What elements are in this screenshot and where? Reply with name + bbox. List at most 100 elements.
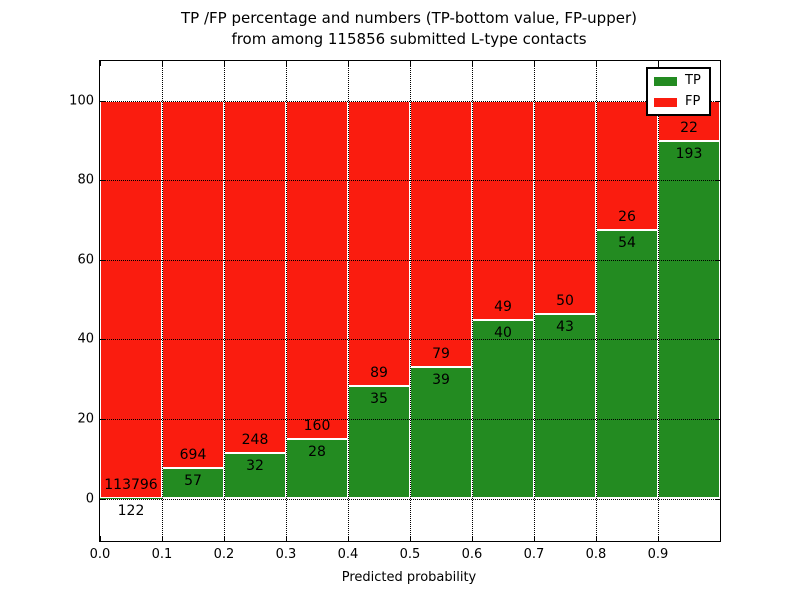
stacked-bar-bin-7: [534, 100, 596, 499]
chart-title: TP /FP percentage and numbers (TP-bottom…: [99, 8, 719, 50]
x-tick-label: 0.0: [89, 547, 111, 562]
y-tick-mark: [715, 100, 720, 102]
y-tick-mark: [100, 259, 105, 261]
legend-label-fp: FP: [685, 94, 701, 109]
tp-count-label: 39: [432, 371, 450, 388]
fp-bar-segment: [286, 100, 348, 440]
y-tick-mark: [715, 180, 720, 182]
x-tick-mark: [410, 536, 411, 541]
x-tick-mark: [224, 61, 225, 66]
y-tick-label: 20: [77, 411, 94, 427]
fp-bar-segment: [224, 100, 286, 453]
y-gridline: [100, 339, 720, 341]
x-tick-mark: [534, 536, 535, 541]
x-gridline: [347, 61, 349, 541]
tp-count-label: 32: [246, 458, 264, 474]
x-tick-mark: [224, 536, 225, 541]
stacked-bar-bin-3: [286, 100, 348, 499]
chart-title-line1: TP /FP percentage and numbers (TP-bottom…: [181, 9, 637, 27]
tp-count-label: 35: [370, 391, 388, 408]
x-tick-label: 0.3: [275, 547, 297, 562]
y-tick-label: 0: [85, 491, 94, 506]
fp-bar-segment: [534, 100, 596, 315]
stacked-bar-bin-4: [348, 100, 410, 499]
x-tick-label: 0.8: [585, 547, 607, 562]
y-tick-mark: [715, 418, 720, 420]
stacked-bar-bin-6: [472, 100, 534, 499]
fp-count-label: 694: [179, 447, 207, 464]
tp-count-label: 28: [308, 444, 326, 461]
x-gridline: [161, 61, 163, 541]
stacked-bar-bin-0: [100, 100, 162, 499]
y-tick-mark: [100, 180, 105, 182]
x-tick-mark: [348, 61, 349, 66]
x-tick-label: 0.2: [213, 547, 235, 562]
fp-bar-segment: [162, 100, 224, 469]
x-gridline: [409, 61, 411, 541]
tp-count-label: 43: [556, 319, 574, 336]
x-tick-mark: [658, 536, 659, 541]
x-tick-mark: [100, 536, 101, 541]
fp-count-label: 89: [370, 365, 388, 382]
x-tick-mark: [596, 536, 597, 541]
y-gridline: [100, 180, 720, 182]
x-gridline: [657, 61, 659, 541]
legend-item-tp: TP: [654, 74, 701, 88]
tp-count-label: 193: [675, 146, 703, 163]
tp-bar-segment: [658, 141, 720, 499]
fp-bar-segment: [348, 100, 410, 387]
tp-count-label: 57: [184, 473, 202, 490]
x-axis-title: Predicted probability: [341, 570, 477, 585]
fp-count-label: 49: [494, 298, 512, 315]
tp-count-label: 40: [494, 324, 512, 341]
legend-box: TP FP: [646, 67, 711, 116]
legend-item-fp: FP: [654, 95, 701, 109]
y-tick-mark: [100, 339, 105, 341]
fp-bar-segment: [100, 100, 162, 499]
legend-label-tp: TP: [685, 73, 701, 88]
y-tick-mark: [100, 100, 105, 102]
y-tick-mark: [715, 498, 720, 500]
x-tick-label: 0.5: [399, 547, 421, 562]
x-tick-mark: [410, 61, 411, 66]
x-gridline: [285, 61, 287, 541]
x-tick-mark: [596, 61, 597, 66]
fp-count-label: 113796: [104, 477, 158, 494]
y-tick-mark: [100, 498, 105, 500]
tp-count-label: 122: [117, 503, 145, 520]
fp-bar-segment: [596, 100, 658, 230]
x-tick-mark: [162, 61, 163, 66]
x-tick-mark: [658, 61, 659, 66]
x-tick-label: 0.6: [461, 547, 483, 562]
y-tick-label: 80: [77, 172, 94, 188]
fp-count-label: 79: [432, 345, 450, 362]
y-tick-label: 40: [77, 331, 94, 347]
y-tick-label: 100: [69, 93, 94, 108]
tp-bar-segment: [534, 314, 596, 499]
stacked-bar-bin-9: [658, 100, 720, 499]
x-tick-mark: [348, 536, 349, 541]
fp-count-label: 248: [241, 432, 269, 448]
y-gridline: [100, 418, 720, 420]
x-gridline: [223, 61, 225, 541]
x-tick-label: 0.7: [523, 547, 545, 562]
y-tick-mark: [100, 418, 105, 420]
x-tick-mark: [472, 536, 473, 541]
x-tick-mark: [162, 536, 163, 541]
x-tick-mark: [472, 61, 473, 66]
tp-bar-segment: [286, 439, 348, 499]
stacked-bar-bin-8: [596, 100, 658, 499]
fp-count-label: 26: [618, 208, 636, 225]
y-gridline: [100, 100, 720, 102]
y-tick-mark: [715, 339, 720, 341]
y-gridline: [100, 259, 720, 261]
x-gridline: [595, 61, 597, 541]
fp-count-label: 160: [303, 418, 331, 435]
stacked-bar-bin-2: [224, 100, 286, 499]
tp-bar-segment: [596, 229, 658, 499]
y-tick-label: 60: [77, 252, 94, 268]
fp-bar-segment: [472, 100, 534, 320]
tp-color-swatch: [654, 76, 677, 86]
x-tick-label: 0.9: [647, 547, 669, 562]
